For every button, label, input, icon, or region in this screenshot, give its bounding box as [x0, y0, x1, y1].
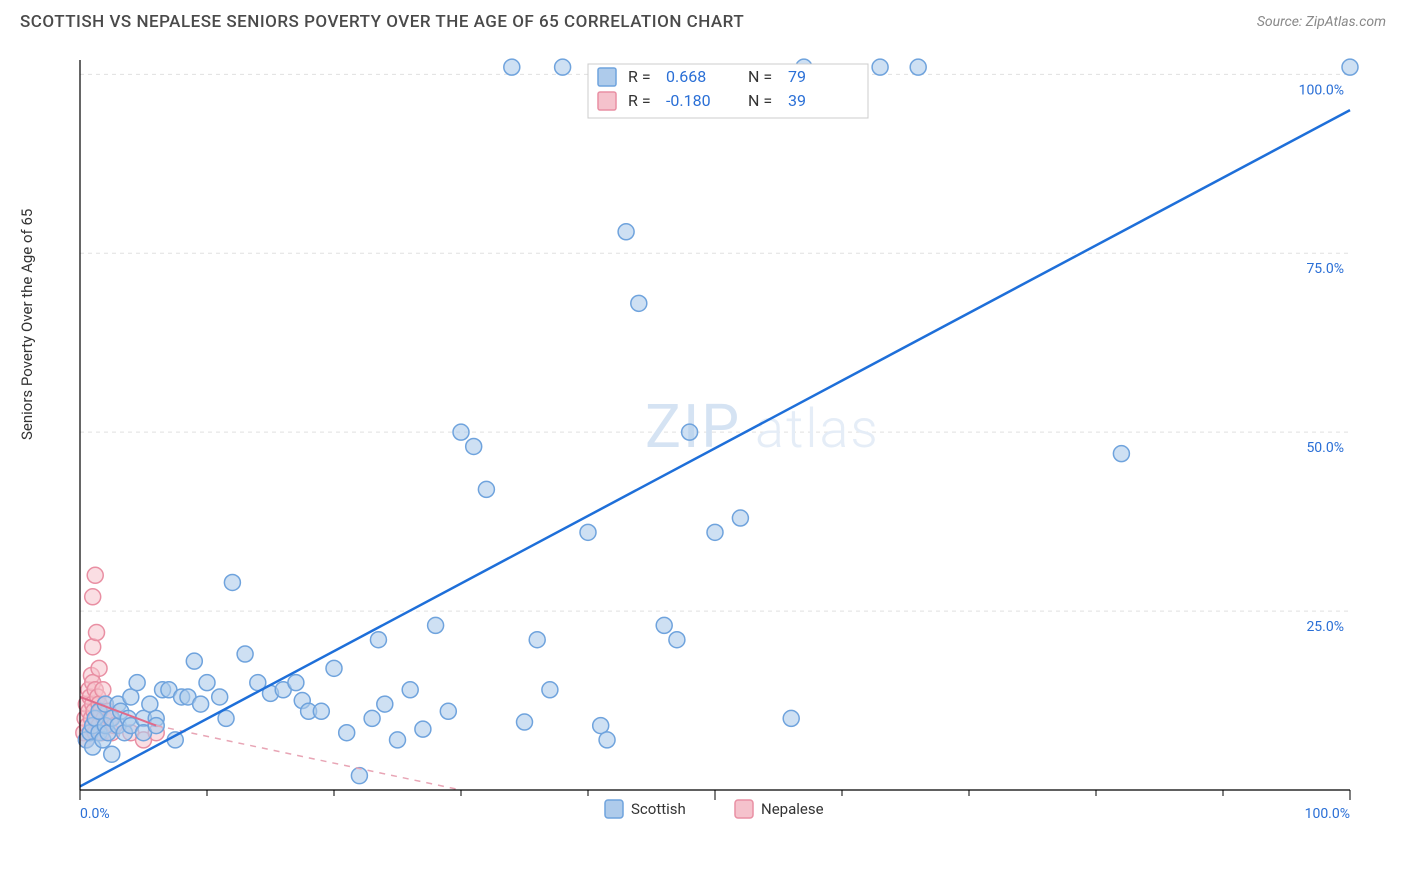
n-label: N =: [748, 67, 772, 86]
data-point: [783, 710, 799, 726]
r-value: 0.668: [666, 67, 706, 86]
data-point: [212, 689, 228, 705]
data-point: [377, 696, 393, 712]
data-point: [580, 524, 596, 540]
data-point: [85, 639, 101, 655]
y-tick-label: 50.0%: [1306, 440, 1344, 456]
n-label: N =: [748, 91, 772, 110]
legend-swatch: [598, 68, 616, 86]
watermark-light: atlas: [755, 398, 880, 461]
data-point: [453, 424, 469, 440]
data-point: [415, 721, 431, 737]
scatter-chart: ZIPatlas0.0%100.0%25.0%50.0%75.0%100.0%R…: [70, 50, 1380, 830]
legend-swatch: [598, 92, 616, 110]
data-point: [1113, 446, 1129, 462]
data-point: [104, 746, 120, 762]
data-point: [656, 617, 672, 633]
data-point: [326, 660, 342, 676]
data-point: [95, 682, 111, 698]
r-label: R =: [628, 67, 651, 86]
y-tick-label: 75.0%: [1306, 261, 1344, 277]
data-point: [529, 632, 545, 648]
data-point: [224, 574, 240, 590]
data-point: [910, 59, 926, 75]
data-point: [428, 617, 444, 633]
legend-swatch: [605, 800, 623, 818]
data-point: [85, 589, 101, 605]
data-point: [732, 510, 748, 526]
trend-line-scottish: [80, 110, 1350, 786]
data-point: [618, 224, 634, 240]
data-point: [555, 59, 571, 75]
data-point: [351, 768, 367, 784]
data-point: [364, 710, 380, 726]
r-label: R =: [628, 91, 651, 110]
legend-label: Scottish: [631, 800, 686, 818]
data-point: [402, 682, 418, 698]
data-point: [542, 682, 558, 698]
data-point: [186, 653, 202, 669]
data-point: [478, 481, 494, 497]
y-tick-label: 25.0%: [1306, 619, 1344, 635]
x-tick-label: 100.0%: [1305, 806, 1350, 822]
data-point: [89, 625, 105, 641]
x-tick-label: 0.0%: [80, 806, 110, 822]
chart-source: Source: ZipAtlas.com: [1257, 14, 1386, 30]
n-value: 39: [788, 91, 806, 110]
data-point: [87, 567, 103, 583]
data-point: [288, 675, 304, 691]
data-point: [199, 675, 215, 691]
legend-label: Nepalese: [761, 800, 824, 818]
data-point: [682, 424, 698, 440]
data-point: [237, 646, 253, 662]
data-point: [599, 732, 615, 748]
data-point: [313, 703, 329, 719]
data-point: [707, 524, 723, 540]
data-point: [517, 714, 533, 730]
data-point: [193, 696, 209, 712]
data-point: [91, 660, 107, 676]
data-point: [1342, 59, 1358, 75]
legend-swatch: [735, 800, 753, 818]
data-point: [339, 725, 355, 741]
data-point: [669, 632, 685, 648]
chart-header: SCOTTISH VS NEPALESE SENIORS POVERTY OVE…: [0, 0, 1406, 40]
y-axis-label: Seniors Poverty Over the Age of 65: [18, 209, 36, 440]
data-point: [440, 703, 456, 719]
data-point: [872, 59, 888, 75]
data-point: [370, 632, 386, 648]
data-point: [466, 438, 482, 454]
data-point: [631, 295, 647, 311]
chart-title: SCOTTISH VS NEPALESE SENIORS POVERTY OVE…: [20, 12, 744, 32]
y-tick-label: 100.0%: [1299, 82, 1344, 98]
data-point: [390, 732, 406, 748]
data-point: [129, 675, 145, 691]
r-value: -0.180: [666, 91, 711, 110]
n-value: 79: [788, 67, 806, 86]
trend-line-nepalese-extrapolated: [156, 726, 461, 790]
data-point: [504, 59, 520, 75]
